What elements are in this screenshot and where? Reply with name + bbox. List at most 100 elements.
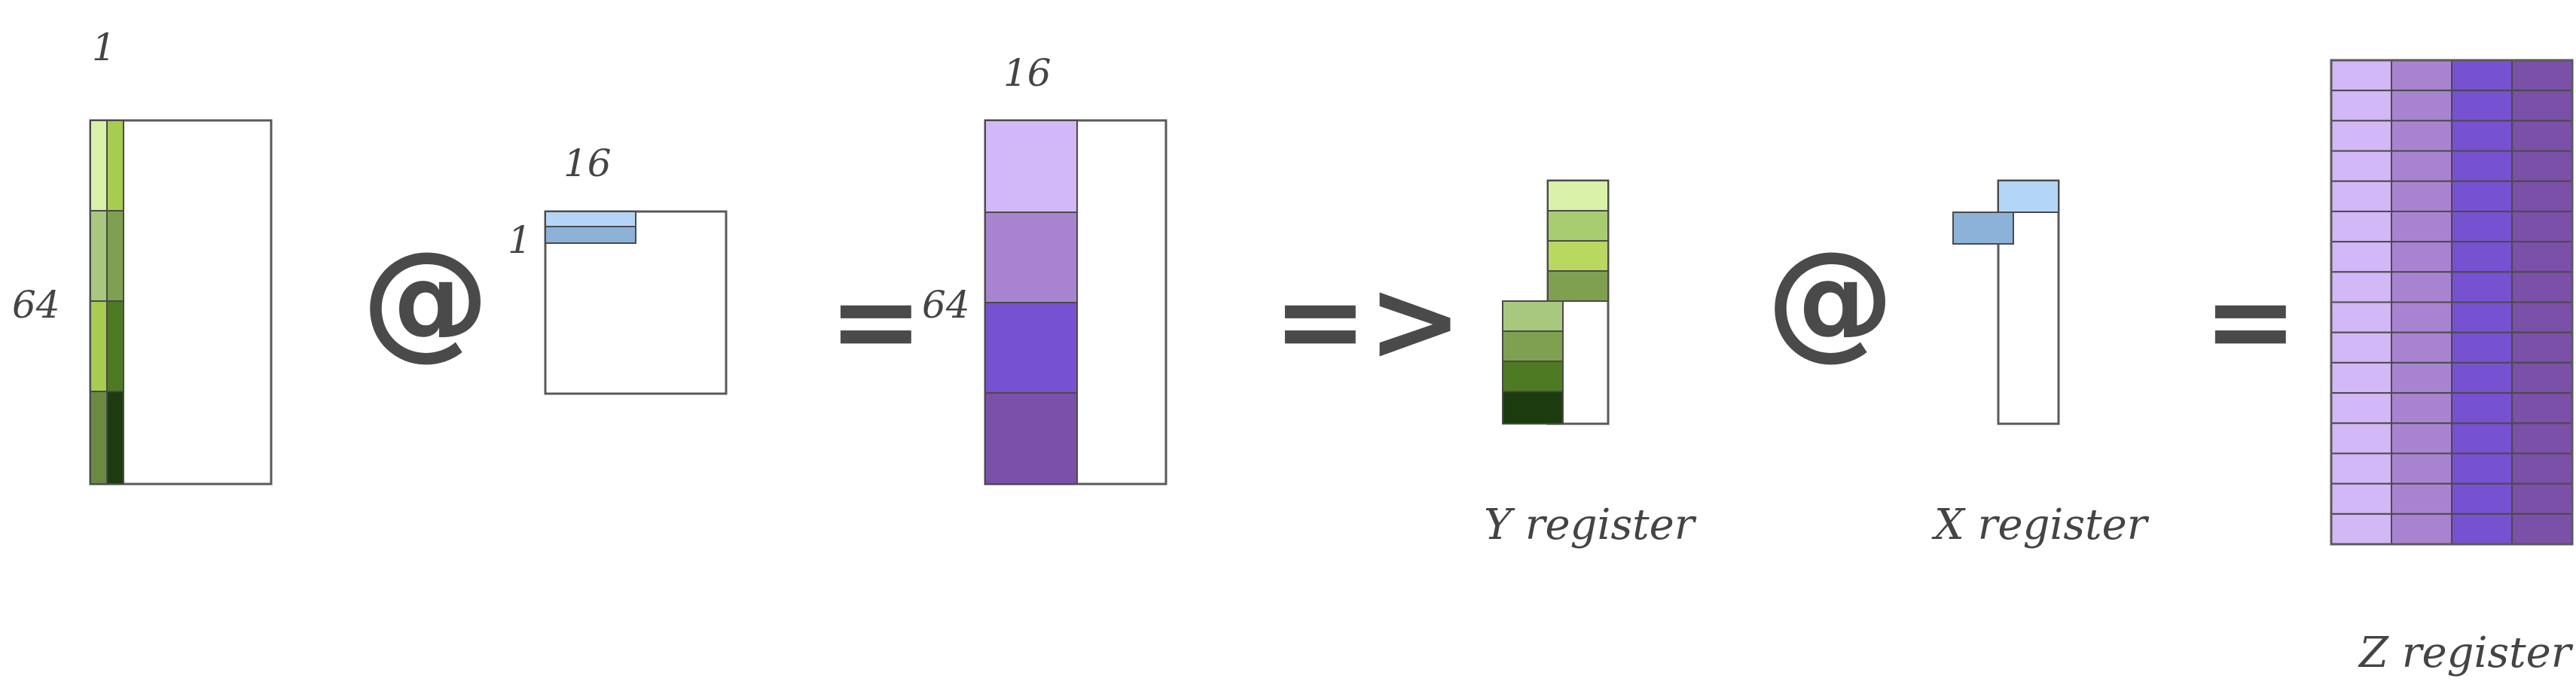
y-cell-2 <box>1547 210 1609 242</box>
z-tile <box>2330 59 2392 92</box>
z-tile <box>2451 210 2513 243</box>
z-tile <box>2511 331 2573 364</box>
matrix-c-side-label: 64 <box>922 283 970 327</box>
a-cell-col2-row1 <box>106 120 124 212</box>
z-tile <box>2330 150 2392 182</box>
z-tile <box>2511 210 2573 243</box>
x-register-label: X register <box>1931 501 2150 549</box>
matrix-b: 16 1 <box>508 142 728 395</box>
z-tile <box>2330 392 2392 425</box>
y-cell-4 <box>1547 270 1609 302</box>
x-register: X register <box>1931 179 2150 549</box>
z-tile <box>2391 422 2452 455</box>
z-tile <box>2451 392 2513 425</box>
z-tile <box>2451 513 2513 545</box>
z-tile <box>2511 452 2573 485</box>
equals-operator-1: = <box>829 256 923 387</box>
z-tile <box>2451 331 2513 364</box>
b-cell-row2 <box>545 226 636 244</box>
z-tile <box>2391 361 2452 394</box>
matmul-operator-2: @ <box>1766 224 1894 373</box>
implies-operator: => <box>1273 256 1462 387</box>
z-tile <box>2330 301 2392 333</box>
z-tile <box>2330 331 2392 364</box>
matrix-a-column <box>90 120 124 485</box>
a-cell-col2-row2 <box>106 210 124 302</box>
z-tile <box>2391 90 2452 122</box>
z-tile <box>2511 271 2573 303</box>
z-tile <box>2511 241 2573 273</box>
matrix-b-top-label: 16 <box>563 142 612 185</box>
c-block-3 <box>984 302 1078 394</box>
y-register-label: Y register <box>1484 501 1697 549</box>
a-cell-col2-row4 <box>106 391 124 485</box>
z-tile <box>2451 422 2513 455</box>
z-tile <box>2391 513 2452 545</box>
z-tile <box>2511 150 2573 182</box>
z-tile <box>2330 180 2392 212</box>
matrix-a: 1 64 <box>12 26 273 485</box>
z-register: Z register <box>2330 59 2574 677</box>
z-tile <box>2391 452 2452 485</box>
matrix-a-top-label: 1 <box>92 26 116 69</box>
y-cell-3 <box>1547 240 1609 272</box>
y-cell-8 <box>1502 391 1564 425</box>
z-tile <box>2451 120 2513 152</box>
z-tile <box>2511 361 2573 394</box>
c-block-2 <box>984 212 1078 303</box>
z-tile <box>2451 150 2513 182</box>
matmul-operator-1: @ <box>362 224 490 373</box>
z-tile <box>2511 180 2573 212</box>
matrix-b-side-label: 1 <box>508 218 532 262</box>
a-cell-col1-row4 <box>90 391 108 485</box>
z-tile <box>2330 513 2392 545</box>
a-cell-col1-row2 <box>90 210 108 302</box>
z-tile <box>2511 513 2573 545</box>
a-cell-col1-row3 <box>90 300 108 392</box>
z-tile <box>2330 90 2392 122</box>
z-tile <box>2330 210 2392 243</box>
y-cell-1 <box>1547 180 1609 212</box>
z-tile <box>2451 301 2513 333</box>
z-tile <box>2330 452 2392 485</box>
z-tile <box>2391 392 2452 425</box>
z-tile <box>2511 422 2573 455</box>
z-tile <box>2391 271 2452 303</box>
z-tile <box>2451 271 2513 303</box>
a-cell-col1-row1 <box>90 120 108 212</box>
z-tile <box>2451 452 2513 485</box>
equals-operator-2: = <box>2203 256 2298 387</box>
z-tile <box>2511 482 2573 515</box>
z-tile <box>2391 241 2452 273</box>
z-tile <box>2511 392 2573 425</box>
b-cell-row1 <box>545 211 636 227</box>
z-tile <box>2511 301 2573 333</box>
z-tile <box>2451 482 2513 515</box>
x-cell-2 <box>1952 212 2014 245</box>
z-tile <box>2451 59 2513 92</box>
c-block-4 <box>984 392 1078 485</box>
a-cell-col2-row3 <box>106 300 124 392</box>
x-cell-1 <box>1998 180 2059 213</box>
z-tile <box>2391 482 2452 515</box>
z-tile <box>2451 361 2513 394</box>
z-tile <box>2511 90 2573 122</box>
z-tile <box>2330 241 2392 273</box>
y-cell-7 <box>1502 361 1564 392</box>
y-cell-5 <box>1502 300 1564 332</box>
z-tile <box>2391 331 2452 364</box>
z-tile <box>2391 120 2452 152</box>
z-tile <box>2330 482 2392 515</box>
z-tile <box>2511 59 2573 92</box>
z-tile <box>2330 271 2392 303</box>
c-block-1 <box>984 120 1078 213</box>
y-cell-6 <box>1502 330 1564 362</box>
z-register-grid <box>2330 59 2573 545</box>
z-register-outline <box>2330 59 2574 546</box>
z-tile <box>2391 59 2452 92</box>
z-tile <box>2391 301 2452 333</box>
z-tile <box>2451 241 2513 273</box>
z-tile <box>2451 90 2513 122</box>
z-tile <box>2330 422 2392 455</box>
